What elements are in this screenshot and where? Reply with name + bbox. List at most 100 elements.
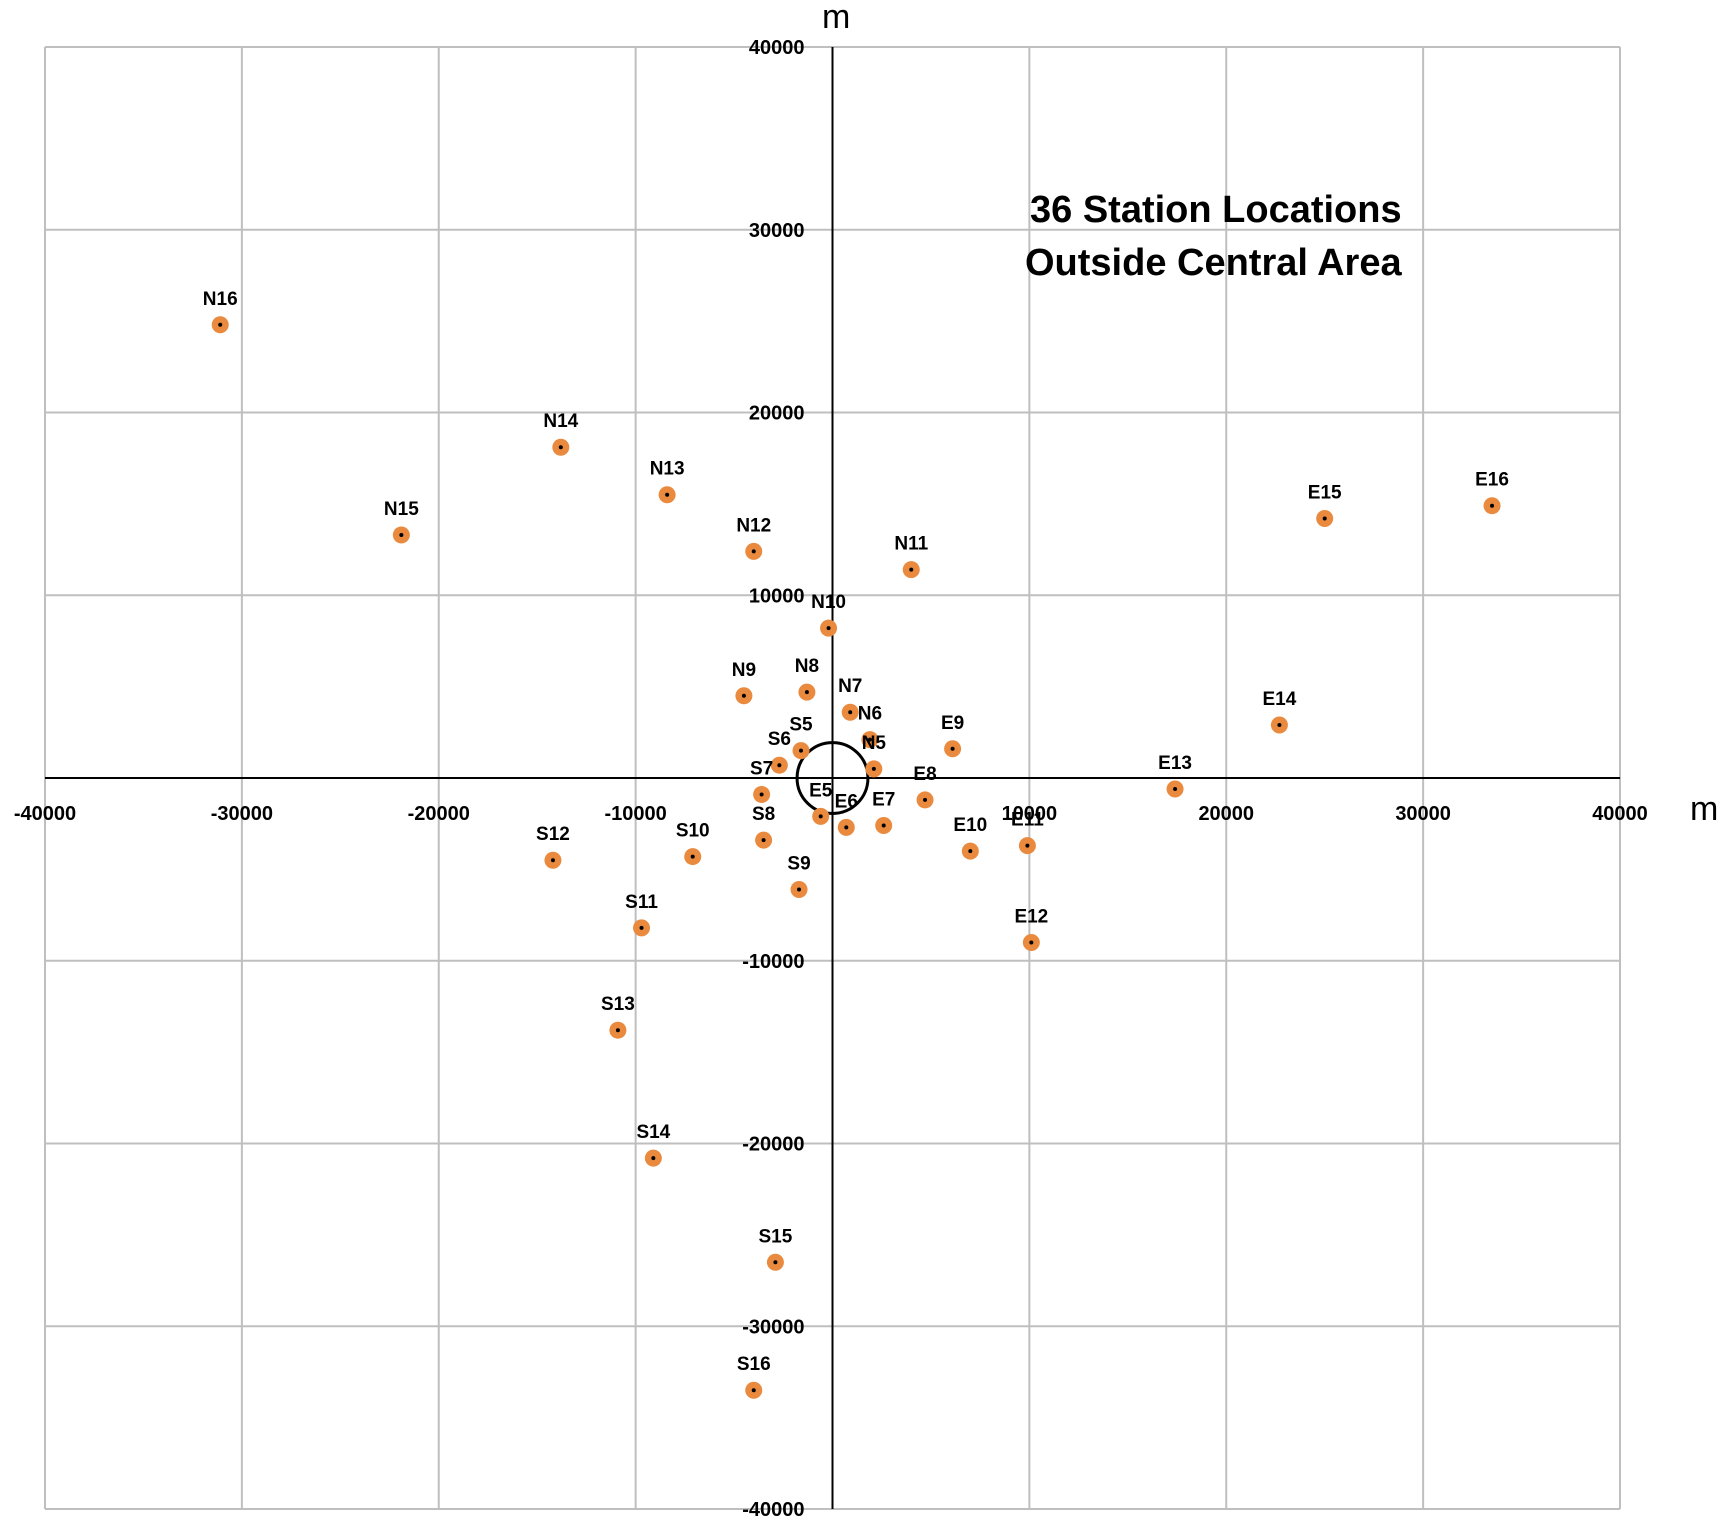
- station-marker-center: [844, 825, 849, 830]
- station-marker-center: [761, 838, 766, 843]
- station-label: N14: [543, 411, 578, 432]
- station-marker-center: [665, 492, 670, 497]
- x-tick-label: 10000: [1002, 803, 1058, 825]
- y-axis-label: m: [822, 0, 850, 36]
- station-marker-center: [799, 748, 803, 753]
- y-tick-label: -40000: [742, 1499, 804, 1521]
- station-point: [766, 1253, 784, 1271]
- station-label: E14: [1263, 689, 1297, 710]
- station-label: S14: [636, 1122, 670, 1143]
- station-point: [865, 760, 883, 778]
- station-point: [841, 703, 859, 721]
- station-label: E9: [941, 713, 964, 734]
- station-point: [961, 842, 979, 860]
- station-label: E15: [1308, 482, 1342, 503]
- station-label: N6: [858, 704, 882, 725]
- station-label: S16: [737, 1354, 771, 1375]
- station-point: [790, 880, 808, 898]
- chart-title-line-1: 36 Station Locations: [1030, 189, 1402, 231]
- station-marker-center: [759, 792, 764, 797]
- station-label: E11: [1011, 810, 1044, 831]
- central-area-circle: [795, 741, 870, 815]
- x-tick-label: 30000: [1395, 803, 1451, 825]
- station-label: S8: [752, 804, 775, 825]
- station-marker-center: [1173, 786, 1178, 791]
- station-marker-center: [399, 532, 404, 537]
- station-label: N16: [203, 289, 238, 310]
- station-point: [1483, 497, 1501, 515]
- station-marker-center: [639, 925, 644, 930]
- station-label: E16: [1475, 470, 1509, 491]
- station-label: S15: [759, 1226, 793, 1247]
- station-point: [1018, 837, 1036, 855]
- station-label: E12: [1014, 906, 1048, 927]
- station-marker-center: [1029, 940, 1034, 945]
- station-point: [770, 756, 788, 774]
- station-label: S12: [536, 824, 570, 845]
- station-marker-center: [550, 858, 555, 863]
- station-marker-center: [950, 746, 955, 751]
- station-marker-center: [826, 626, 831, 631]
- station-point: [916, 791, 934, 809]
- station-marker-center: [741, 693, 746, 698]
- station-label: E13: [1158, 753, 1192, 774]
- station-point: [812, 807, 830, 825]
- station-marker-center: [1490, 503, 1495, 508]
- x-axis-label: m: [1690, 790, 1718, 828]
- station-point: [552, 438, 570, 456]
- station-marker-center: [797, 887, 802, 892]
- station-label: S7: [750, 758, 773, 779]
- station-point: [633, 919, 651, 937]
- station-marker-center: [1277, 723, 1282, 728]
- station-point: [745, 542, 763, 560]
- x-tick-label: -40000: [14, 803, 76, 825]
- station-marker-center: [818, 814, 823, 819]
- station-point: [684, 848, 702, 866]
- station-label: S10: [676, 821, 710, 842]
- station-marker-center: [751, 549, 756, 554]
- station-point: [837, 818, 855, 836]
- y-tick-label: -10000: [742, 951, 804, 973]
- station-label: N15: [384, 499, 419, 520]
- station-label: N5: [862, 733, 887, 754]
- station-marker-center: [558, 445, 563, 450]
- station-marker-center: [651, 1156, 656, 1161]
- station-point: [875, 817, 893, 835]
- station-marker-center: [1322, 516, 1327, 521]
- x-tick-label: 40000: [1592, 803, 1648, 825]
- station-point: [1166, 780, 1184, 798]
- station-point: [861, 731, 879, 749]
- station-point: [902, 561, 920, 579]
- station-label: N9: [732, 660, 756, 681]
- y-tick-label: 30000: [749, 220, 805, 242]
- y-tick-label: 20000: [749, 403, 805, 425]
- station-point: [644, 1149, 662, 1167]
- station-marker-center: [615, 1028, 620, 1033]
- station-marker-center: [751, 1388, 756, 1393]
- station-label: S9: [787, 853, 810, 874]
- station-label: E7: [872, 790, 895, 811]
- station-marker-center: [690, 854, 695, 859]
- station-label: E8: [913, 764, 936, 785]
- station-point: [544, 851, 562, 869]
- station-label: N10: [811, 592, 846, 613]
- station-marker-center: [923, 797, 928, 802]
- x-tick-label: -30000: [211, 803, 273, 825]
- station-point: [1270, 716, 1288, 734]
- station-marker-center: [1025, 843, 1030, 848]
- y-tick-label: 40000: [749, 37, 805, 59]
- station-point: [792, 742, 810, 760]
- y-tick-label: -30000: [742, 1316, 804, 1338]
- station-label: E5: [809, 780, 833, 801]
- station-label: S11: [625, 892, 658, 913]
- station-point: [820, 619, 838, 637]
- station-point: [211, 316, 229, 334]
- station-marker-center: [909, 567, 914, 572]
- station-label: N8: [795, 656, 819, 677]
- station-point: [1022, 933, 1040, 951]
- station-point: [755, 831, 773, 849]
- station-point: [609, 1021, 627, 1039]
- station-marker-center: [968, 849, 973, 854]
- station-point: [392, 526, 410, 544]
